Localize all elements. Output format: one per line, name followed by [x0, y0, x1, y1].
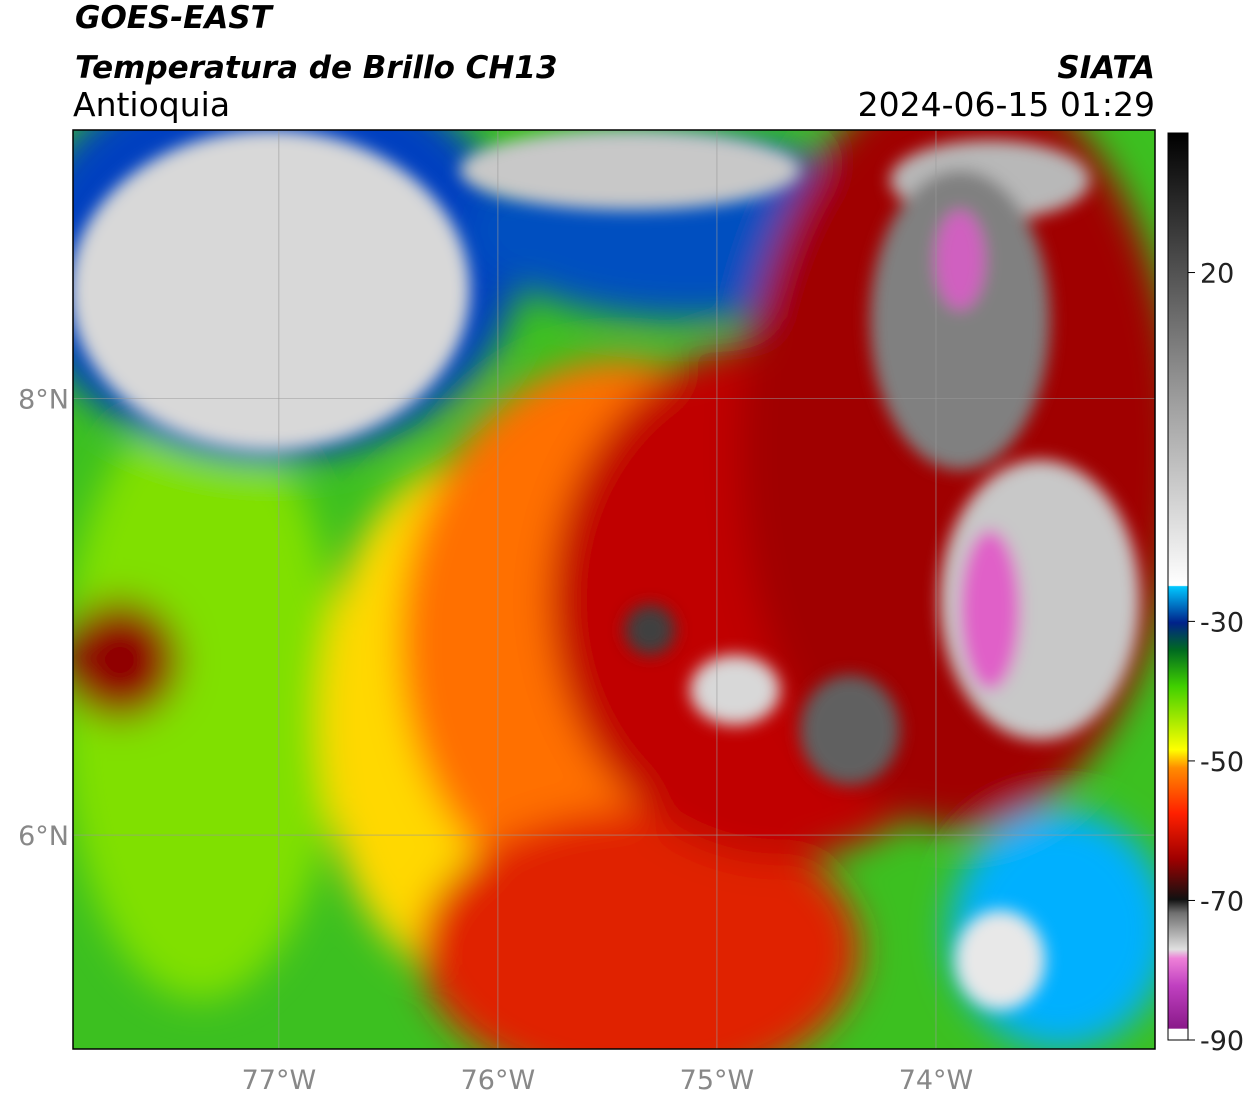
colorbar-tick-label: -90 [1200, 1026, 1244, 1057]
y-tick-label: 8°N [18, 384, 69, 415]
title: GOES-EAST [75, 0, 275, 36]
x-tick-label: 76°W [461, 1065, 536, 1096]
colorbar-tick-label: -50 [1200, 747, 1244, 778]
colorbar-tick-label: -70 [1200, 886, 1244, 917]
graticule [73, 130, 1155, 1049]
colorbar-tick-label: 20 [1200, 259, 1234, 290]
x-tick-label: 75°W [680, 1065, 755, 1096]
satellite-image [73, 130, 1155, 1049]
x-tick-label: 77°W [242, 1065, 317, 1096]
map-frame [72, 129, 1156, 1050]
colorbar [1167, 132, 1189, 1041]
region: Antioquia [73, 85, 230, 124]
source: SIATA [1057, 50, 1155, 86]
y-tick-label: 6°N [18, 821, 69, 852]
colorbar-tick-label: -30 [1200, 607, 1244, 638]
x-tick-label: 74°W [899, 1065, 974, 1096]
subtitle: Temperatura de Brillo CH13 [75, 50, 558, 86]
datetime: 2024-06-15 01:29 [858, 85, 1155, 124]
